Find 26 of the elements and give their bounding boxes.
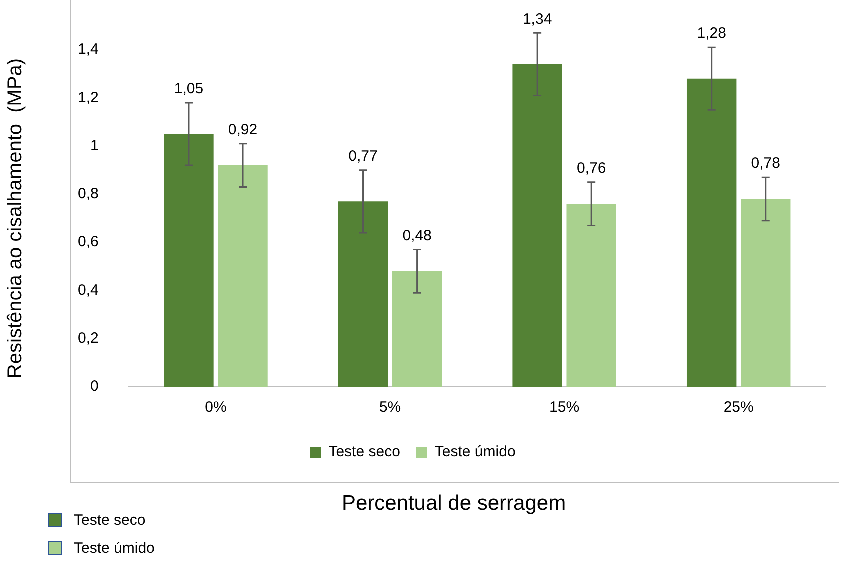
data-label: 1,28	[697, 25, 726, 42]
data-label: 1,05	[174, 80, 204, 98]
y-tick-label: 0,2	[78, 330, 99, 347]
data-label: 0,92	[228, 122, 258, 139]
y-tick-label: 0,4	[78, 282, 99, 299]
y-tick-label: 0	[90, 378, 99, 396]
legend-label: Teste seco	[328, 444, 400, 461]
y-tick-label: 0,6	[78, 234, 99, 251]
y-axis-title: Resistência ao cisalhamento (MPa)	[4, 58, 27, 379]
x-tick-label: 15%	[550, 399, 580, 416]
data-label: 0,76	[576, 160, 606, 178]
x-tick-label: 0%	[205, 399, 227, 416]
y-tick-label: 1	[90, 137, 99, 154]
text: Teste seco	[74, 512, 146, 528]
data-label: 0,48	[402, 227, 432, 244]
y-tick-label: 0,8	[78, 186, 99, 203]
data-label: 0,77	[348, 148, 378, 165]
y-tick-label: 1,4	[78, 41, 99, 58]
x-axis-title: Percentual de serragem	[342, 492, 566, 515]
data-label: 0,78	[751, 155, 780, 172]
data-label: 1,34	[522, 10, 552, 28]
y-tick-label: 1,2	[78, 89, 99, 106]
x-tick-label: 25%	[724, 399, 754, 416]
text: Teste úmido	[74, 540, 155, 556]
x-tick-label: 5%	[379, 399, 402, 416]
legend-label: Teste úmido	[434, 444, 516, 461]
